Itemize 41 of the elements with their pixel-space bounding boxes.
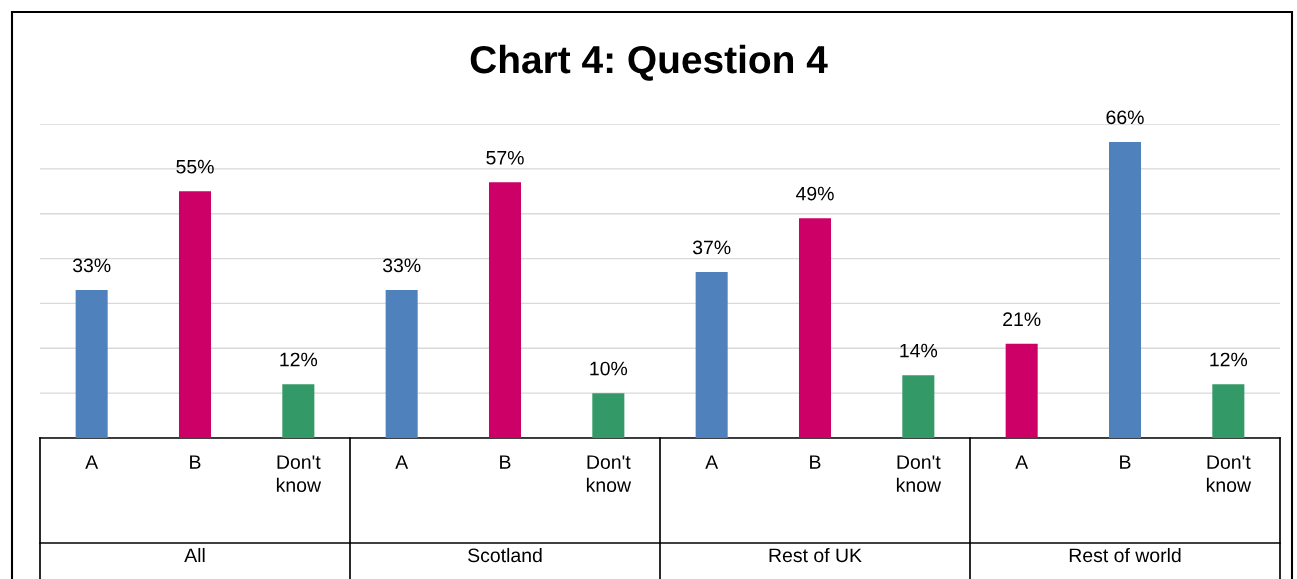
- data-label: 14%: [900, 343, 938, 358]
- bar: [385, 289, 418, 438]
- x-tick-label: B: [500, 455, 511, 469]
- bar: [1212, 384, 1245, 438]
- x-tick-label: A: [705, 455, 719, 469]
- x-tick-label: Don't know: [276, 455, 322, 493]
- x-tick-label: B: [810, 455, 821, 469]
- data-label: 37%: [692, 240, 731, 255]
- chart-title: Chart 4: Question 4: [470, 44, 828, 81]
- x-tick-label: Don't know: [586, 455, 632, 493]
- x-tick-label: A: [1015, 455, 1029, 469]
- x-tick-label: Don't know: [896, 455, 942, 493]
- bar: [178, 191, 212, 438]
- text: All: [184, 547, 205, 563]
- data-label: 12%: [280, 352, 318, 367]
- x-tick-label: Don't know: [1206, 455, 1252, 493]
- data-label: 12%: [1210, 352, 1248, 367]
- text: Rest of world: [1069, 547, 1181, 563]
- text: Rest of UK: [769, 547, 862, 563]
- bar: [488, 182, 522, 438]
- data-label: 55%: [176, 159, 214, 174]
- x-tick-label: B: [1120, 455, 1131, 469]
- bar: [695, 272, 728, 438]
- x-tick-label: A: [395, 455, 409, 469]
- bar: [75, 289, 108, 438]
- x-tick-label: A: [85, 455, 99, 469]
- bar: [1108, 141, 1142, 438]
- text: Scotland: [468, 547, 542, 563]
- data-label: 66%: [1106, 110, 1144, 125]
- bar: [798, 218, 832, 438]
- data-label: 10%: [590, 361, 628, 376]
- bar: [592, 393, 625, 438]
- data-label: 49%: [795, 186, 834, 201]
- data-label: 57%: [486, 150, 524, 165]
- bar: [282, 384, 315, 438]
- x-tick-label: B: [190, 455, 201, 469]
- bar: [1005, 343, 1038, 438]
- data-label: 33%: [382, 258, 421, 273]
- data-label: 33%: [72, 258, 111, 273]
- data-label: 21%: [1003, 312, 1041, 326]
- bar: [902, 375, 935, 438]
